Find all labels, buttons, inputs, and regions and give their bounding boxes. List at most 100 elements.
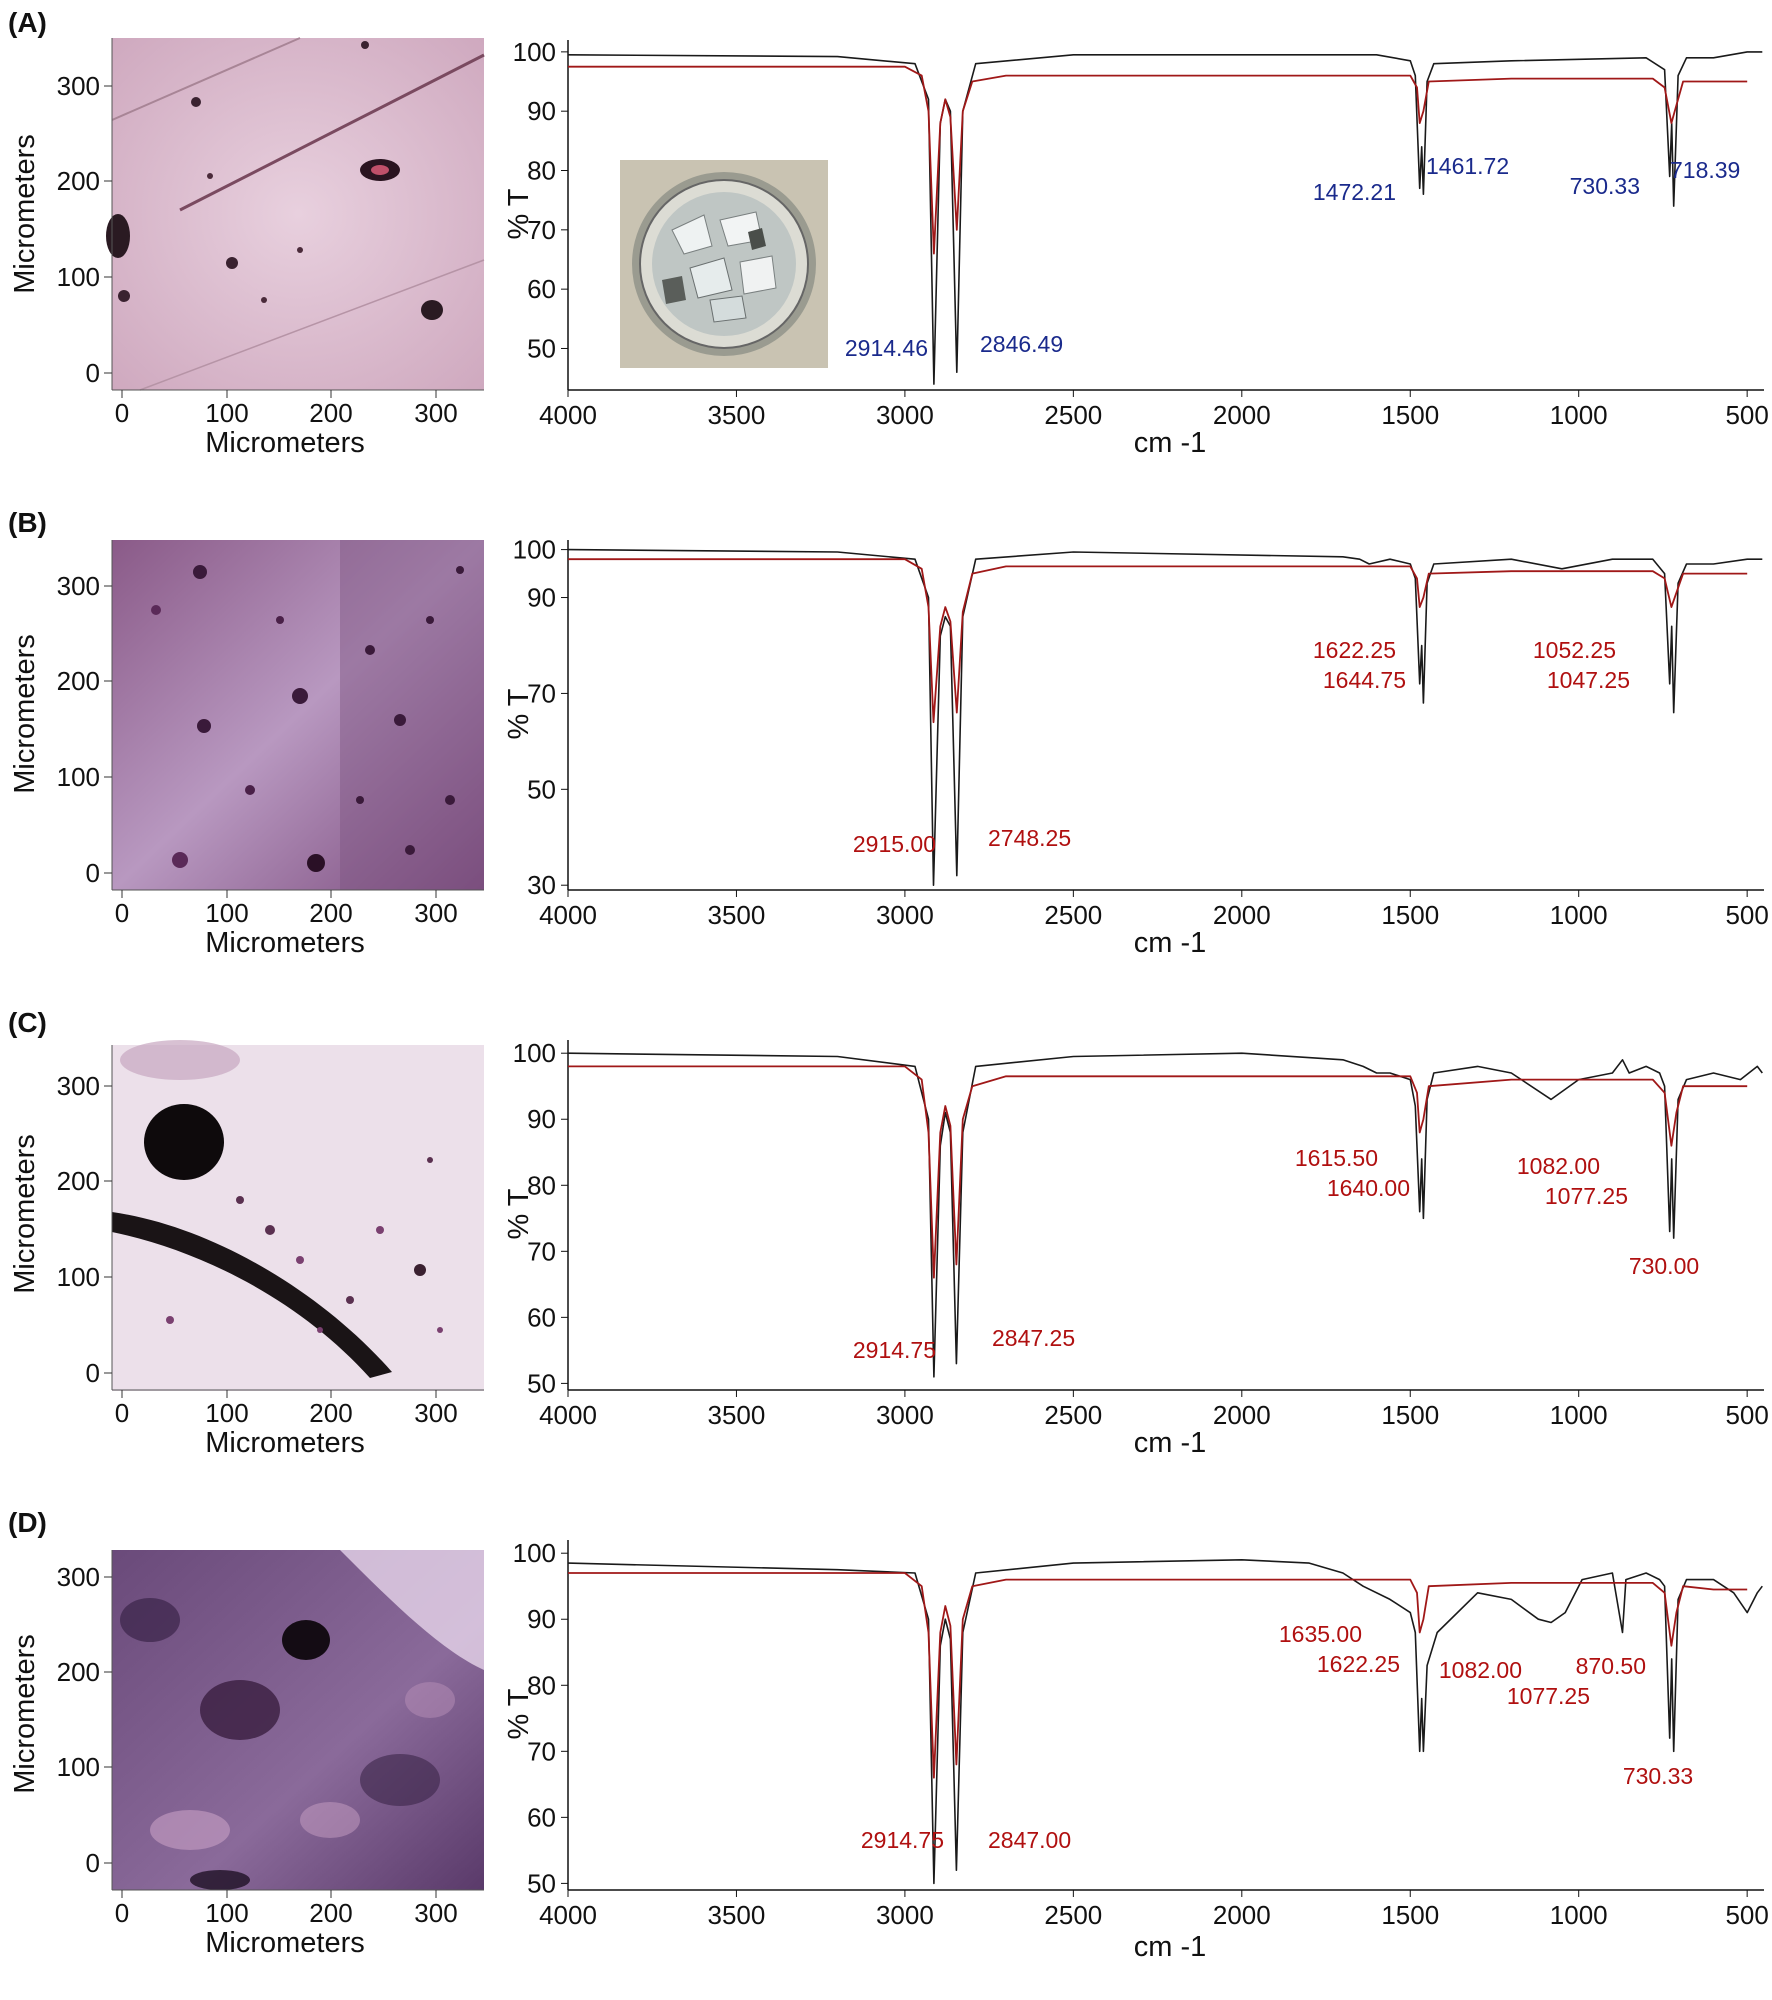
y-tick-label: 90 — [527, 583, 556, 613]
panel-d: (D) 0 100 200 30 — [0, 1500, 1772, 2000]
x-tick-label: 2500 — [1044, 1900, 1102, 1930]
x-tick-label: 3500 — [708, 400, 766, 430]
micro-x-tick: 200 — [309, 898, 352, 928]
x-tick-label: 3000 — [876, 1400, 934, 1430]
x-tick-label: 2000 — [1213, 400, 1271, 430]
peak-label: 1635.00 — [1279, 1621, 1362, 1647]
micro-x-tick: 200 — [309, 398, 352, 428]
spectrum-line-sample — [567, 1559, 1763, 1885]
micro-y-tick: 0 — [86, 358, 100, 388]
spectrum-plot — [567, 51, 1763, 385]
micro-x-tick: 100 — [205, 898, 248, 928]
peak-labels: 2914.46 2846.49 1472.21 1461.72 730.33 7… — [845, 153, 1741, 361]
peak-label: 1047.25 — [1547, 667, 1630, 693]
peak-label: 1640.00 — [1327, 1175, 1410, 1201]
micro-x-tick: 100 — [205, 1398, 248, 1428]
peak-label: 2847.25 — [992, 1325, 1075, 1351]
x-tick-label: 1500 — [1381, 1900, 1439, 1930]
panel-b: (B) — [0, 500, 1772, 1000]
spectrum-x-title: cm -1 — [1134, 1427, 1207, 1459]
micro-x-tick: 0 — [115, 898, 129, 928]
x-tick-label: 500 — [1725, 400, 1768, 430]
x-tick-label: 3500 — [708, 1400, 766, 1430]
micro-x-tick: 200 — [309, 1398, 352, 1428]
spectrum-line-sample — [567, 1052, 1763, 1378]
y-tick-label: 70 — [527, 678, 556, 708]
peak-label: 718.39 — [1670, 157, 1740, 183]
spectrum-line-reference — [568, 558, 1748, 724]
y-tick-label: 70 — [527, 1236, 556, 1266]
micro-y-title: Micrometers — [9, 1134, 41, 1294]
peak-labels: 2914.75 2847.00 1635.00 1622.25 1082.00 … — [861, 1621, 1693, 1853]
micro-y-tick: 100 — [57, 262, 100, 292]
micrograph-image — [112, 540, 484, 890]
y-tick-label: 60 — [527, 274, 556, 304]
x-tick-label: 1000 — [1550, 1900, 1608, 1930]
y-tick-label: 60 — [527, 1302, 556, 1332]
peak-label: 2914.75 — [853, 1337, 936, 1363]
x-tick-label: 2500 — [1044, 1400, 1102, 1430]
micro-y-tick: 200 — [57, 166, 100, 196]
peak-label: 1644.75 — [1323, 667, 1406, 693]
peak-label: 1622.25 — [1313, 637, 1396, 663]
y-tick-label: 70 — [527, 215, 556, 245]
x-tick-label: 3500 — [708, 900, 766, 930]
panel-letter: (C) — [8, 1007, 47, 1038]
micro-y-tick: 300 — [57, 71, 100, 101]
panel-c: (C) 0 100 200 300 — [0, 1000, 1772, 1500]
x-tick-label: 2000 — [1213, 1900, 1271, 1930]
y-tick-label: 50 — [527, 1368, 556, 1398]
peak-label: 1052.25 — [1533, 637, 1616, 663]
micrograph-image — [112, 1040, 484, 1391]
micro-y-tick: 200 — [57, 666, 100, 696]
x-tick-label: 2500 — [1044, 400, 1102, 430]
panel-a: (A) — [0, 0, 1772, 500]
micro-y-title: Micrometers — [9, 1634, 41, 1794]
y-tick-label: 70 — [527, 1736, 556, 1766]
spectrum-line-sample — [567, 548, 1763, 886]
x-tick-label: 1000 — [1550, 400, 1608, 430]
micro-y-tick: 100 — [57, 1262, 100, 1292]
y-tick-label: 30 — [527, 870, 556, 900]
spectrum-y-title: % T — [503, 1188, 535, 1239]
spectrum-frame: % T cm -1 — [503, 1540, 1764, 1963]
y-tick-label: 90 — [527, 96, 556, 126]
micro-x-tick: 0 — [115, 1398, 129, 1428]
inset-photo — [620, 160, 828, 368]
spectrum-x-title: cm -1 — [1134, 427, 1207, 459]
y-tick-label: 50 — [527, 774, 556, 804]
peak-label: 2915.00 — [853, 831, 936, 857]
peak-label: 1082.00 — [1439, 1657, 1522, 1683]
peak-label: 2914.75 — [861, 1827, 944, 1853]
peak-labels: 2915.00 2748.25 1622.25 1644.75 1052.25 … — [853, 637, 1630, 857]
x-tick-label: 4000 — [539, 400, 597, 430]
x-tick-label: 2500 — [1044, 900, 1102, 930]
micro-x-tick: 0 — [115, 1898, 129, 1928]
micrograph-axes: 0 100 200 300 0 100 200 300 Micrometers … — [9, 1550, 484, 1959]
x-tick-label: 4000 — [539, 900, 597, 930]
x-tick-label: 1500 — [1381, 400, 1439, 430]
x-tick-label: 2000 — [1213, 900, 1271, 930]
micro-y-tick: 300 — [57, 1562, 100, 1592]
y-tick-label: 100 — [513, 1538, 556, 1568]
spectrum-y-title: % T — [503, 188, 535, 239]
micro-y-tick: 200 — [57, 1166, 100, 1196]
peak-label: 730.33 — [1570, 173, 1640, 199]
panel-letter: (D) — [8, 1507, 47, 1538]
peak-label: 1622.25 — [1317, 1651, 1400, 1677]
micro-x-title: Micrometers — [205, 1927, 365, 1959]
micro-y-tick: 0 — [86, 1358, 100, 1388]
peak-label: 2846.49 — [980, 331, 1063, 357]
peak-label: 730.33 — [1623, 1763, 1693, 1789]
y-tick-label: 60 — [527, 1802, 556, 1832]
y-tick-label: 100 — [513, 37, 556, 67]
peak-label: 2748.25 — [988, 825, 1071, 851]
y-tick-label: 80 — [527, 156, 556, 186]
x-tick-label: 3000 — [876, 900, 934, 930]
y-tick-label: 50 — [527, 1868, 556, 1898]
y-tick-label: 80 — [527, 1170, 556, 1200]
micro-x-tick: 200 — [309, 1898, 352, 1928]
x-tick-label: 1500 — [1381, 900, 1439, 930]
micro-x-title: Micrometers — [205, 1427, 365, 1459]
micro-y-tick: 0 — [86, 1848, 100, 1878]
